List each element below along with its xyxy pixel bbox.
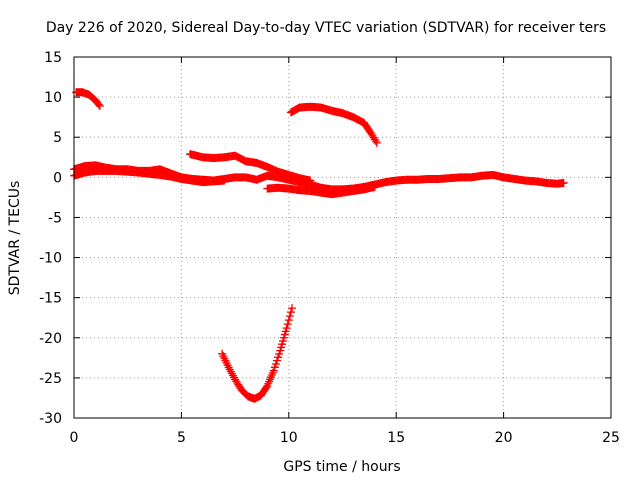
y-tick-label: -15 [39,291,62,307]
data-point [227,369,236,378]
data-point [275,349,284,358]
series-track-7 [218,304,297,403]
data-point [94,100,103,109]
data-point [220,176,229,185]
data-point [306,176,315,185]
data-point [288,304,297,313]
series-track-1 [72,88,104,110]
y-tick-label: -20 [39,331,62,347]
x-tick-label: 20 [495,430,513,446]
data-point [286,308,295,317]
x-axis-label: GPS time / hours [283,459,400,475]
data-point [370,182,379,191]
data-point [274,353,283,362]
data-point [284,316,293,325]
chart-title: Day 226 of 2020, Sidereal Day-to-day VTE… [46,20,606,36]
data-series [70,88,568,403]
data-point [285,312,294,321]
plot-frame [73,56,612,419]
x-tick-label: 5 [177,430,186,446]
x-tick-label: 25 [602,430,620,446]
y-tick-label: 15 [44,50,62,66]
y-tick-label: -10 [39,251,62,267]
data-point [270,363,279,372]
data-point [371,137,380,146]
data-point [262,383,271,392]
data-point [95,101,104,110]
y-axis-label: SDTVAR / TECUs [7,181,23,296]
x-tick-labels: 0 5 10 15 20 25 [70,430,620,446]
y-tick-label: 10 [44,90,62,106]
x-tick-label: 10 [280,430,298,446]
grid-lines [74,57,611,418]
series-track-6 [286,102,381,147]
data-point [372,138,381,147]
data-point [224,363,233,372]
data-point [271,359,280,368]
data-point [225,365,234,374]
y-tick-label: 5 [53,130,62,146]
x-tick-label: 15 [387,430,405,446]
y-tick-label: -5 [48,210,62,226]
series-track-4 [185,150,315,185]
y-tick-labels: 15 10 5 0 -5 -10 -15 -20 -25 -30 [39,50,62,427]
y-tick-label: 0 [53,170,62,186]
data-point [282,324,291,333]
data-point [283,320,292,329]
y-tick-label: -30 [39,411,62,427]
y-tick-label: -25 [39,371,62,387]
data-point [228,371,237,380]
data-point [559,178,568,187]
data-point [269,366,278,375]
series-track-3 [70,166,229,187]
data-point [226,367,235,376]
series-track-5 [263,182,379,199]
x-tick-label: 0 [70,430,79,446]
data-point [272,356,281,365]
